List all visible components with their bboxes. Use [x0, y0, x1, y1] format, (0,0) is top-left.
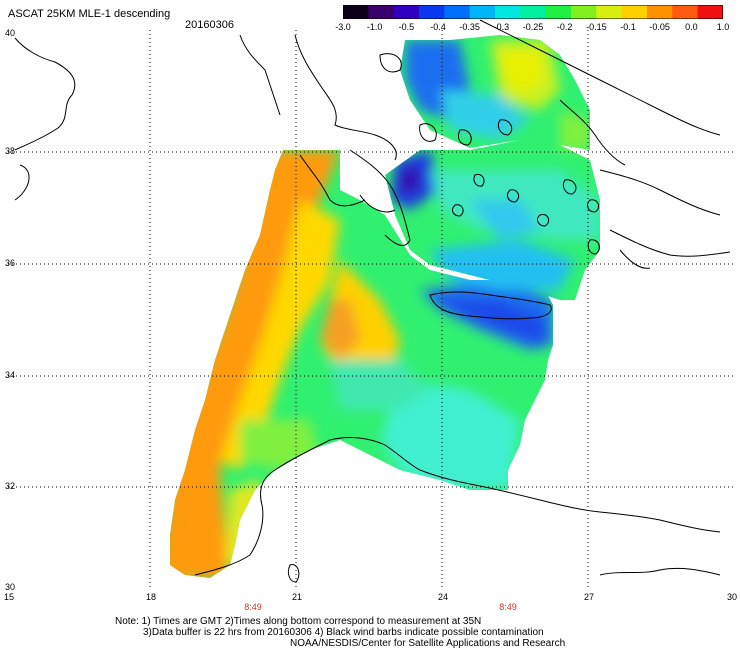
colorbar: [343, 5, 723, 19]
colorbar-tick-label: -0.1: [620, 22, 636, 32]
lat-label-38: 38: [5, 146, 16, 156]
lat-label-30: 30: [5, 582, 16, 592]
colorbar-tick-label: -1.0: [366, 22, 383, 32]
colorbar-tick-label: -0.15: [586, 22, 607, 32]
colorbar-segment: [444, 5, 471, 19]
colorbar-segment: [621, 5, 648, 19]
note-line-2: 3)Data buffer is 22 hrs from 20160306 4)…: [143, 627, 544, 638]
lon-label-24: 24: [437, 592, 449, 602]
coastlines: [14, 19, 731, 583]
wind-data-swath: [170, 35, 600, 578]
colorbar-segment: [469, 5, 496, 19]
product-title: ASCAT 25KM MLE-1 descending: [8, 8, 171, 20]
colorbar-segment: [596, 5, 623, 19]
colorbar-segment: [343, 5, 369, 19]
colorbar-segment: [647, 5, 673, 19]
colorbar-tick-label: 0.0: [685, 22, 698, 32]
lon-label-30: 30: [726, 592, 738, 602]
pass-time-label: 8:49: [499, 602, 517, 612]
colorbar-tick-label: -0.35: [459, 22, 480, 32]
lat-label-40: 40: [5, 28, 16, 38]
colorbar-tick-label: -0.3: [493, 22, 510, 32]
lat-label-34: 34: [5, 370, 16, 380]
colorbar-tick-label: -0.2: [556, 22, 573, 32]
product-date: 20160306: [185, 19, 234, 31]
lon-label-27: 27: [583, 592, 595, 602]
colorbar-tick-label: -0.5: [398, 22, 415, 32]
lat-label-32: 32: [5, 481, 16, 491]
pass-time-label: 8:49: [244, 602, 262, 612]
colorbar-segment: [672, 5, 699, 19]
colorbar-tick-label: -0.4: [430, 22, 446, 32]
colorbar-segment: [520, 5, 547, 19]
lon-label-15: 15: [3, 592, 15, 602]
colorbar-tick-label: -0.05: [649, 22, 670, 32]
colorbar-tick-label: 1.0: [716, 22, 730, 32]
colorbar-segment: [571, 5, 597, 19]
lon-label-21: 21: [291, 592, 303, 602]
colorbar-tick-label: -3.0: [335, 22, 351, 32]
note-line-1: Note: 1) Times are GMT 2)Times along bot…: [115, 616, 482, 627]
colorbar-segment: [393, 5, 420, 19]
note-line-3: NOAA/NESDIS/Center for Satellite Applica…: [290, 638, 566, 649]
graticule: [8, 30, 734, 588]
colorbar-segment: [495, 5, 521, 19]
lon-label-18: 18: [145, 592, 157, 602]
lat-label-36: 36: [5, 258, 16, 268]
colorbar-segment: [368, 5, 395, 19]
colorbar-tick-label: -0.25: [522, 22, 544, 32]
colorbar-segment: [419, 5, 445, 19]
colorbar-segment: [545, 5, 572, 19]
colorbar-segment: [697, 5, 723, 19]
